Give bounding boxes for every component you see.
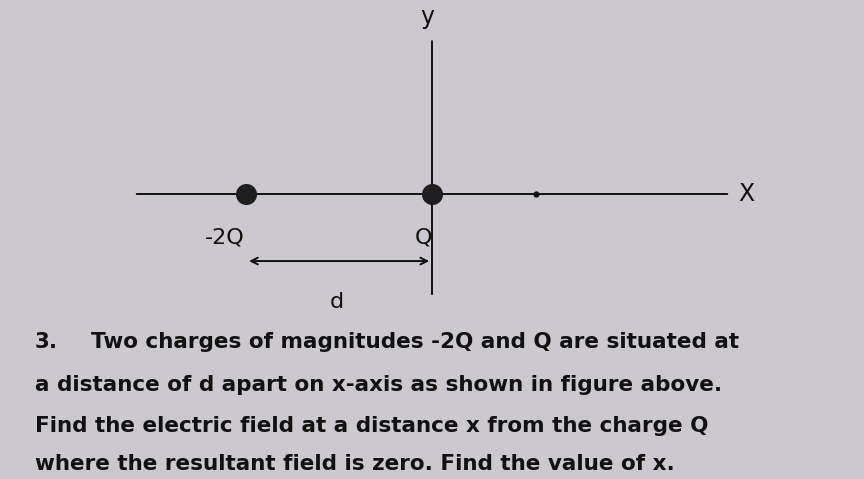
Text: a distance of d apart on x-axis as shown in figure above.: a distance of d apart on x-axis as shown… bbox=[35, 375, 721, 395]
Text: y: y bbox=[421, 5, 435, 29]
Point bbox=[239, 190, 253, 198]
Text: 3.: 3. bbox=[35, 332, 58, 352]
Text: Two charges of magnitudes -2Q and Q are situated at: Two charges of magnitudes -2Q and Q are … bbox=[91, 332, 739, 352]
Text: -2Q: -2Q bbox=[205, 228, 245, 248]
Text: X: X bbox=[739, 182, 755, 206]
Point bbox=[529, 190, 543, 198]
Text: where the resultant field is zero. Find the value of x.: where the resultant field is zero. Find … bbox=[35, 454, 674, 474]
Point bbox=[425, 190, 439, 198]
Text: Find the electric field at a distance x from the charge Q: Find the electric field at a distance x … bbox=[35, 416, 708, 436]
Text: d: d bbox=[330, 292, 344, 312]
Text: Q: Q bbox=[415, 228, 432, 248]
